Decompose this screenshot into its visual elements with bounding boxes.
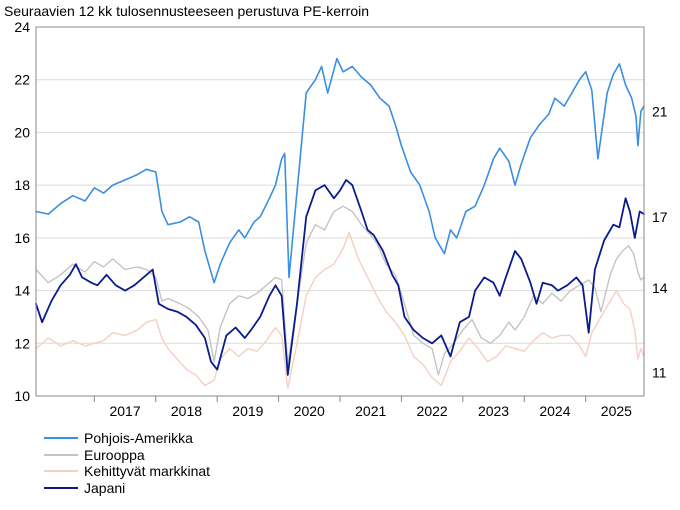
x-tick-label: 2024 <box>539 403 570 419</box>
x-tick-label: 2019 <box>232 403 263 419</box>
y-axis-ticks: 10 12 14 16 18 20 22 24 <box>14 19 30 404</box>
plot-frame <box>35 26 645 397</box>
x-tick-label: 2022 <box>417 403 448 419</box>
chart-title: Seuraavien 12 kk tulosennusteeseen perus… <box>4 3 369 19</box>
x-tick-label: 2020 <box>294 403 325 419</box>
legend-label: Eurooppa <box>84 446 145 463</box>
legend-swatch <box>44 470 78 473</box>
series-lines <box>35 57 645 389</box>
legend: Pohjois-Amerikka Eurooppa Kehittyvät markk… <box>44 430 210 496</box>
x-tick-label: 2023 <box>478 403 509 419</box>
series-line-0 <box>35 57 645 284</box>
x-tick-label: 2018 <box>171 403 202 419</box>
x-tick-label: 2017 <box>109 403 140 419</box>
legend-item: Pohjois-Amerikka <box>44 430 210 447</box>
y-tick-label: 24 <box>14 19 30 35</box>
legend-swatch <box>44 453 78 456</box>
legend-swatch <box>44 437 78 440</box>
x-axis-ticks: 2017 2018 2019 2020 2021 2022 2023 2024 2025 <box>93 396 632 419</box>
legend-item: Eurooppa <box>44 447 210 464</box>
end-value-labels: 21 17 14 11 <box>652 103 668 380</box>
series-line-3 <box>35 179 645 376</box>
legend-item: Japani <box>44 480 210 497</box>
end-value-label: 21 <box>652 103 668 119</box>
y-tick-label: 20 <box>14 124 30 140</box>
x-tick-label: 2021 <box>355 403 386 419</box>
y-tick-label: 10 <box>14 388 30 404</box>
y-tick-label: 16 <box>14 230 30 246</box>
end-value-label: 17 <box>652 209 668 225</box>
legend-label: Kehittyvät markkinat <box>84 463 211 479</box>
series-line-1 <box>35 205 645 376</box>
y-tick-label: 18 <box>14 177 30 193</box>
grid-lines <box>36 79 644 344</box>
y-tick-label: 12 <box>14 335 30 351</box>
end-value-label: 14 <box>652 280 668 296</box>
legend-swatch <box>44 486 78 489</box>
series-line-2 <box>35 231 645 389</box>
end-value-label: 11 <box>652 364 667 380</box>
legend-label: Japani <box>84 479 126 496</box>
x-tick-label: 2025 <box>601 403 632 419</box>
y-tick-label: 14 <box>14 283 30 299</box>
legend-label: Pohjois-Amerikka <box>84 430 193 446</box>
y-tick-label: 22 <box>14 72 30 88</box>
legend-item: Kehittyvät markkinat <box>44 463 210 480</box>
